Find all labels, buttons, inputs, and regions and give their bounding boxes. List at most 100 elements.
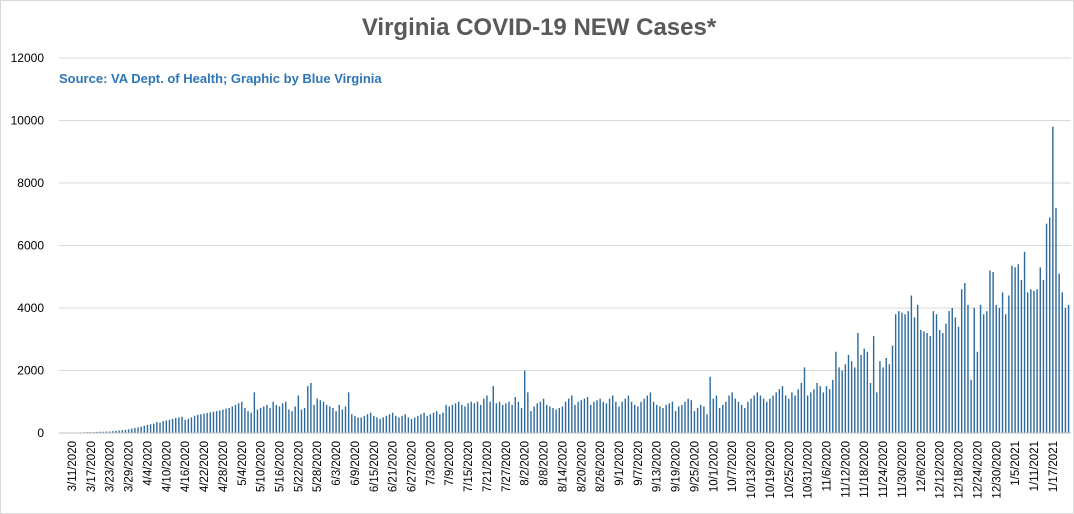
bar: [300, 409, 303, 433]
bar: [938, 329, 941, 434]
bar: [740, 404, 743, 434]
x-tick-label: 10/1/2020: [708, 441, 720, 492]
bar: [806, 395, 809, 433]
bar: [536, 403, 538, 433]
bar: [932, 311, 935, 434]
bar: [586, 397, 589, 433]
bar: [722, 404, 724, 434]
bar: [539, 401, 542, 433]
bar: [1039, 267, 1041, 434]
bar: [162, 421, 164, 434]
bar: [615, 401, 617, 433]
bar: [888, 364, 891, 433]
x-tick-label: 9/19/2020: [671, 441, 683, 492]
bar: [168, 419, 171, 434]
bar: [750, 398, 752, 434]
bar: [297, 395, 300, 433]
bar: [319, 400, 322, 433]
bar: [794, 395, 796, 433]
bar: [703, 406, 705, 433]
bar: [561, 406, 564, 433]
bar: [596, 400, 598, 433]
bar: [448, 406, 450, 433]
bar: [960, 289, 963, 433]
bar: [225, 408, 227, 434]
bar: [791, 392, 793, 434]
bar: [564, 401, 567, 433]
x-tick-label: 1/5/2021: [1010, 441, 1022, 486]
bar: [432, 412, 435, 433]
bar: [781, 386, 784, 434]
bar: [288, 409, 290, 433]
bar: [228, 408, 230, 433]
bar: [222, 409, 224, 433]
bar: [401, 415, 403, 433]
y-tick-label: 10000: [11, 114, 45, 128]
bar: [627, 395, 630, 433]
bar: [379, 418, 381, 433]
bar: [140, 426, 142, 433]
bar: [197, 414, 199, 434]
y-tick-label: 4000: [17, 301, 44, 315]
bar: [948, 311, 950, 434]
bar: [527, 392, 529, 434]
bar: [1067, 304, 1070, 434]
bar: [816, 383, 818, 433]
bar: [200, 414, 202, 433]
x-tick-label: 9/7/2020: [633, 441, 645, 486]
bar: [253, 392, 256, 434]
bar: [945, 323, 947, 434]
bar: [344, 406, 347, 433]
bar: [571, 395, 573, 433]
x-tick-label: 3/29/2020: [124, 441, 136, 492]
bar: [285, 401, 287, 433]
bar: [901, 312, 903, 433]
bar: [784, 395, 787, 433]
bar: [891, 345, 894, 433]
x-tick-label: 8/26/2020: [595, 441, 607, 492]
bar: [769, 398, 771, 434]
x-tick-label: 8/2/2020: [520, 441, 532, 486]
bar: [630, 401, 633, 433]
bar: [1052, 126, 1054, 433]
x-tick-label: 9/13/2020: [652, 441, 664, 492]
bar: [964, 283, 966, 433]
bar: [646, 395, 648, 433]
bar: [131, 428, 133, 434]
bar: [605, 403, 608, 433]
x-tick-label: 3/17/2020: [86, 441, 98, 492]
bar: [266, 404, 268, 434]
bar: [725, 401, 727, 433]
bar: [718, 408, 721, 433]
bar: [744, 408, 746, 433]
bar: [668, 403, 671, 433]
x-tick-label: 12/30/2020: [991, 441, 1003, 499]
bar: [656, 404, 658, 434]
bar: [489, 401, 491, 433]
bar: [681, 404, 683, 434]
bar: [778, 389, 781, 433]
bar: [388, 414, 391, 433]
bar: [212, 411, 215, 433]
bar: [898, 311, 900, 434]
bar: [759, 395, 762, 433]
bar: [854, 367, 856, 434]
bar: [454, 403, 457, 433]
bar: [357, 417, 359, 434]
bar: [439, 414, 441, 433]
bar: [495, 403, 498, 433]
bar: [568, 398, 570, 434]
y-tick-label: 12000: [11, 51, 45, 65]
bar: [473, 403, 476, 433]
bar: [756, 392, 759, 434]
bar: [1058, 273, 1060, 434]
bar: [712, 398, 715, 434]
x-tick-label: 11/12/2020: [840, 441, 852, 498]
bar: [555, 409, 557, 433]
x-tick-label: 1/11/2021: [1029, 441, 1041, 491]
bar: [530, 411, 532, 434]
bar: [420, 414, 422, 433]
bar: [866, 351, 869, 433]
bar: [178, 417, 180, 434]
